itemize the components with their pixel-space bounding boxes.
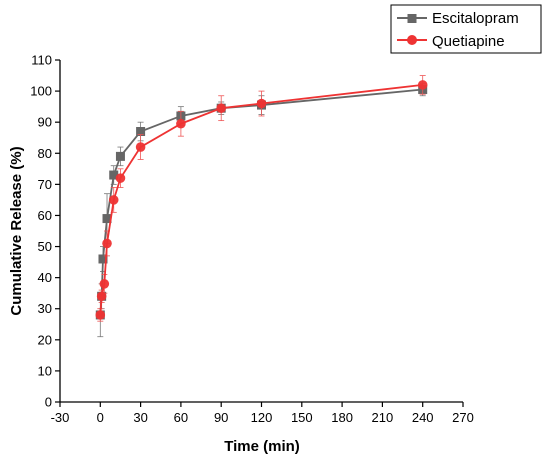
legend-label-escitalopram: Escitalopram xyxy=(432,10,519,27)
series-layer xyxy=(95,75,428,338)
series-escitalopram xyxy=(95,82,428,338)
data-point xyxy=(102,214,112,224)
data-point xyxy=(136,127,146,137)
data-point xyxy=(417,80,428,90)
data-point xyxy=(102,238,112,249)
x-ticks: -30 0 30 60 90 120 150 180 210 240 270 xyxy=(51,402,474,425)
y-tick-label: 60 xyxy=(38,208,52,223)
x-tick-label: 180 xyxy=(331,410,353,425)
x-tick-label: 30 xyxy=(133,410,147,425)
y-tick-label: 90 xyxy=(38,115,52,130)
y-tick-label: 10 xyxy=(38,363,52,378)
y-tick-label: 30 xyxy=(38,301,52,316)
legend-box xyxy=(390,4,542,54)
y-tick-label: 110 xyxy=(31,53,52,68)
legend-marker-escitalopram xyxy=(407,14,417,23)
data-point xyxy=(135,142,146,152)
y-tick-label: 70 xyxy=(38,177,52,192)
data-point xyxy=(99,279,110,289)
y-tick-label: 80 xyxy=(38,146,52,161)
y-tick-label: 50 xyxy=(38,239,52,254)
x-tick-label: 60 xyxy=(174,410,188,425)
y-tick-label: 0 xyxy=(45,395,52,410)
x-tick-label: 150 xyxy=(291,410,313,425)
data-point xyxy=(95,310,106,320)
data-point xyxy=(108,195,119,205)
x-tick-label: -30 xyxy=(51,410,70,425)
series-quetiapine xyxy=(95,75,428,322)
y-tick-label: 100 xyxy=(30,84,52,99)
x-tick-label: 210 xyxy=(372,410,394,425)
data-point xyxy=(216,103,226,113)
x-axis-title: Time (min) xyxy=(224,438,300,455)
y-tick-label: 40 xyxy=(38,270,52,285)
x-tick-label: 120 xyxy=(251,410,273,425)
legend: Escitalopram Quetiapine xyxy=(390,4,542,54)
x-tick-label: 0 xyxy=(97,410,104,425)
data-point xyxy=(176,118,186,129)
series-line-escitalopram xyxy=(99,88,423,316)
data-point xyxy=(109,170,119,180)
y-ticks: 0 10 20 30 40 50 60 70 80 90 100 110 xyxy=(30,53,60,410)
data-point xyxy=(96,291,107,302)
y-axis-title: Cumulative Release (%) xyxy=(8,146,25,315)
legend-marker-quetiapine xyxy=(407,35,417,45)
data-point xyxy=(256,98,267,109)
y-tick-label: 20 xyxy=(38,332,52,347)
data-point xyxy=(115,173,126,183)
data-point xyxy=(115,151,125,161)
x-tick-label: 270 xyxy=(452,410,474,425)
x-tick-label: 240 xyxy=(412,410,434,425)
x-tick-label: 90 xyxy=(214,410,228,425)
series-line-quetiapine xyxy=(99,83,423,316)
data-point xyxy=(98,254,108,264)
legend-label-quetiapine: Quetiapine xyxy=(432,33,505,50)
